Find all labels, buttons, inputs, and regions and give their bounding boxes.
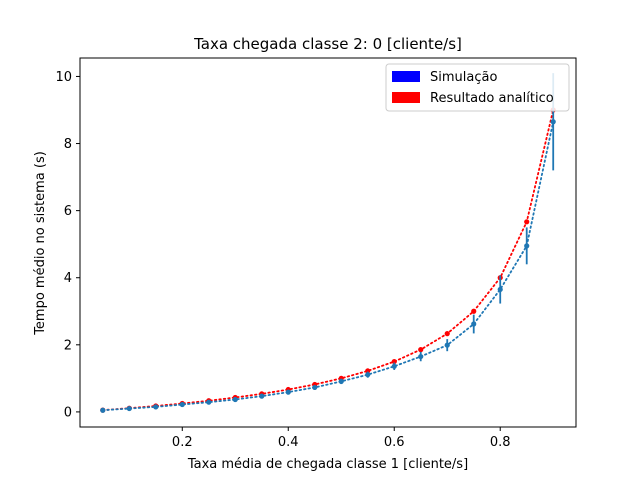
y-tick-label: 10 [55,70,72,85]
data-point [444,331,450,337]
data-point [418,347,424,353]
data-point [391,358,397,365]
legend-label: Resultado analítico [430,91,554,106]
data-point [259,393,265,399]
x-tick-label: 0.2 [172,435,193,450]
x-tick-label: 0.4 [278,435,299,450]
legend-label: Simulação [430,70,497,85]
data-point [444,342,450,348]
data-point [338,378,344,384]
chart-title: Taxa chegada classe 2: 0 [cliente/s] [193,35,462,53]
y-tick-label: 6 [64,204,72,219]
series-line [101,120,555,412]
data-point [550,119,556,125]
x-tick-label: 0.6 [384,435,405,450]
data-point [497,286,503,293]
x-axis: 0.2 0.4 0.6 0.8 [172,427,511,450]
data-point [391,363,397,369]
data-point [418,353,424,360]
series-line [101,109,555,412]
data-point [285,389,291,395]
legend-box [385,63,570,112]
y-axis: 0 2 4 6 8 10 [55,70,80,420]
data-point [471,321,477,327]
data-point [365,372,371,378]
data-point [232,396,238,403]
y-tick-label: 8 [64,137,72,152]
x-tick-label: 0.8 [490,435,511,450]
legend: Simulação Resultado analítico [385,63,570,112]
axes-frame [79,57,577,428]
data-point [524,243,530,249]
x-axis-label: Taxa média de chegada classe 1 [cliente/… [187,457,468,472]
data-point [206,399,212,405]
plot-area [79,57,577,428]
y-tick-label: 0 [64,405,72,420]
data-point [126,405,132,412]
y-axis-label: Tempo médio no sistema (s) [33,151,48,336]
data-point [179,401,185,408]
data-point [100,407,106,413]
y-tick-label: 2 [64,338,72,353]
data-point [365,368,371,374]
data-point [153,404,159,410]
legend-swatch [392,92,420,103]
data-point [312,384,318,391]
y-tick-label: 4 [64,271,72,286]
data-point [471,308,477,314]
data-point [524,219,530,225]
legend-swatch [392,71,420,82]
